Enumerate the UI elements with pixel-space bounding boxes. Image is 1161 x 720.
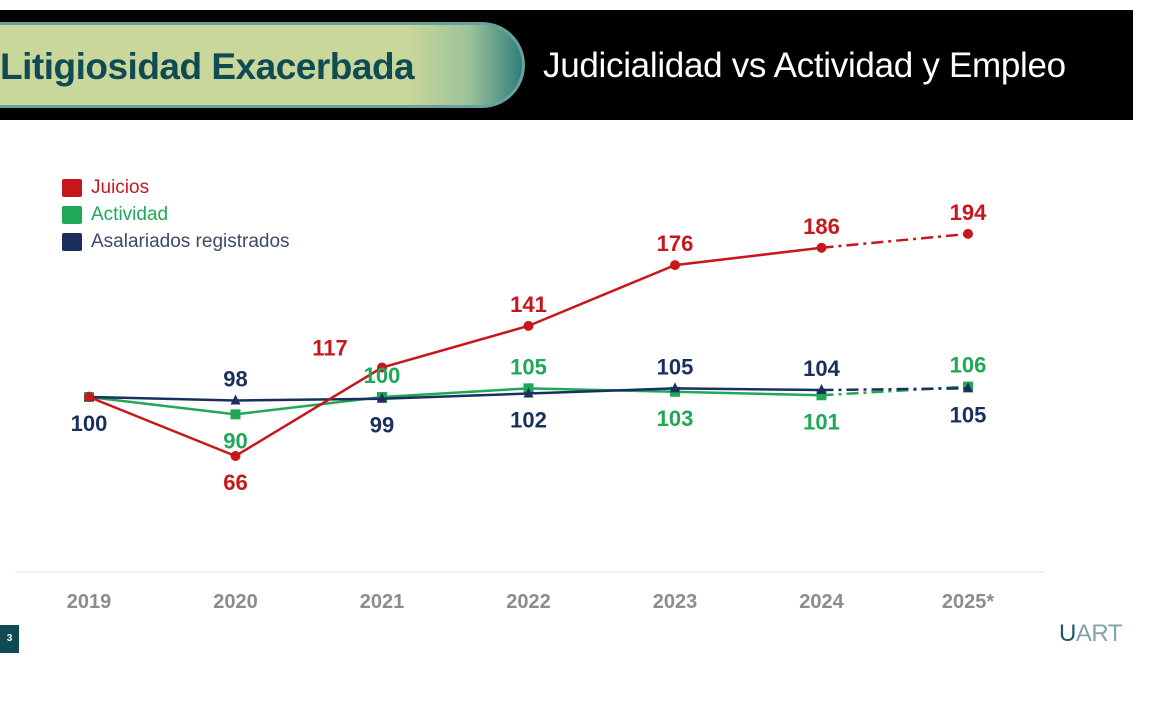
legend-item-asalariados: Asalariados registrados xyxy=(62,228,290,255)
data-point xyxy=(670,382,680,393)
legend-item-juicios: Juicios xyxy=(62,174,290,201)
x-tick-label: 2022 xyxy=(506,591,551,613)
data-point xyxy=(230,394,241,405)
legend-swatch-asalariados xyxy=(62,232,82,251)
data-label: 103 xyxy=(657,406,694,431)
data-point xyxy=(230,451,241,461)
data-point xyxy=(670,260,680,271)
data-label: 104 xyxy=(803,356,840,381)
series-line-asalariados-registrados xyxy=(88,387,822,402)
series-line-actividad xyxy=(88,387,822,416)
data-label: 99 xyxy=(370,413,394,438)
data-point xyxy=(963,228,973,239)
data-label: 101 xyxy=(803,409,840,434)
legend-label-juicios: Juicios xyxy=(91,176,150,198)
data-point xyxy=(377,362,387,373)
section-pill xyxy=(0,22,525,108)
x-tick-label: 2019 xyxy=(67,591,112,613)
data-label: 106 xyxy=(950,353,987,378)
data-label: 194 xyxy=(950,200,987,225)
data-point xyxy=(816,384,827,395)
chart-legend: Juicios Actividad Asalariados registrado… xyxy=(62,174,290,255)
x-tick-label: 2025* xyxy=(942,591,994,613)
series-projection-juicios xyxy=(821,232,969,250)
data-label: 100 xyxy=(364,363,401,388)
data-label: 102 xyxy=(510,408,547,433)
data-point xyxy=(523,387,534,398)
data-point xyxy=(523,320,534,331)
data-point xyxy=(230,409,241,420)
slide-subtitle: Judicialidad vs Actividad y Empleo xyxy=(543,46,1066,85)
data-point xyxy=(816,242,827,253)
legend-label-asalariados: Asalariados registrados xyxy=(91,230,290,252)
data-label: 186 xyxy=(803,214,840,239)
series-line-juicios xyxy=(88,246,822,458)
data-label: 66 xyxy=(223,470,247,495)
data-point xyxy=(84,392,94,402)
series-projection-actividad xyxy=(821,385,969,397)
legend-swatch-actividad xyxy=(62,205,82,224)
x-tick-label: 2024 xyxy=(799,591,844,613)
x-tick-label: 2021 xyxy=(360,591,405,613)
legend-label-actividad: Actividad xyxy=(91,203,169,225)
data-label: 98 xyxy=(223,366,247,391)
data-point xyxy=(816,390,827,401)
data-label: 90 xyxy=(223,428,247,453)
series-projection-asalariados-registrados xyxy=(821,387,969,392)
data-label: 100 xyxy=(71,411,108,436)
data-label: 105 xyxy=(510,354,547,379)
page-number-badge: 3 xyxy=(0,625,19,653)
logo-art: ART xyxy=(1075,620,1123,647)
legend-swatch-juicios xyxy=(62,178,82,197)
data-label: 176 xyxy=(657,231,694,256)
data-label: 105 xyxy=(657,354,694,379)
data-label: 141 xyxy=(510,292,547,317)
x-tick-label: 2023 xyxy=(653,591,698,613)
logo-u: U xyxy=(1059,620,1076,647)
data-point xyxy=(377,392,387,403)
data-point xyxy=(963,382,973,393)
section-title: Litigiosidad Exacerbada xyxy=(0,46,415,87)
data-label: 117 xyxy=(312,336,348,361)
data-label: 105 xyxy=(950,402,987,427)
legend-item-actividad: Actividad xyxy=(62,201,290,228)
x-tick-label: 2020 xyxy=(213,591,258,613)
uart-logo: UART xyxy=(1059,620,1122,648)
